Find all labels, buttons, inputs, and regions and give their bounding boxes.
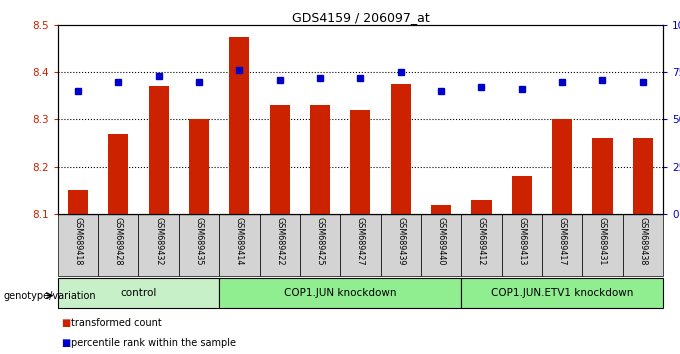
Text: genotype/variation: genotype/variation [3, 291, 96, 301]
Bar [58, 278, 219, 308]
Bar [391, 84, 411, 214]
Text: ■: ■ [61, 338, 71, 348]
Text: control: control [120, 288, 156, 298]
Text: GSM689438: GSM689438 [639, 217, 647, 266]
Text: GSM689422: GSM689422 [275, 217, 284, 266]
Bar [582, 214, 623, 276]
Bar [219, 278, 461, 308]
Text: GSM689417: GSM689417 [558, 217, 566, 266]
Text: GSM689413: GSM689413 [517, 217, 526, 266]
Bar [58, 214, 98, 276]
Bar [421, 214, 461, 276]
Bar [350, 110, 371, 214]
Text: GSM689428: GSM689428 [114, 217, 123, 266]
Bar [502, 214, 542, 276]
Text: GSM689432: GSM689432 [154, 217, 163, 266]
Bar [300, 214, 340, 276]
Bar [471, 200, 492, 214]
Bar [461, 214, 502, 276]
Bar [98, 214, 139, 276]
Bar [229, 36, 250, 214]
Bar [340, 214, 381, 276]
Text: GSM689412: GSM689412 [477, 217, 486, 266]
Bar [512, 176, 532, 214]
Bar [260, 214, 300, 276]
Bar [310, 105, 330, 214]
Bar [592, 138, 613, 214]
Text: transformed count: transformed count [71, 318, 162, 328]
Bar [542, 214, 582, 276]
Bar [623, 214, 663, 276]
Bar [139, 214, 179, 276]
Text: GSM689414: GSM689414 [235, 217, 244, 266]
Text: COP1.JUN knockdown: COP1.JUN knockdown [284, 288, 396, 298]
Bar [269, 105, 290, 214]
Bar [381, 214, 421, 276]
Bar [552, 119, 573, 214]
Text: GSM689440: GSM689440 [437, 217, 445, 266]
Text: GSM689435: GSM689435 [194, 217, 203, 266]
Text: COP1.JUN.ETV1 knockdown: COP1.JUN.ETV1 knockdown [491, 288, 633, 298]
Text: percentile rank within the sample: percentile rank within the sample [71, 338, 237, 348]
Bar [108, 134, 129, 214]
Bar [431, 205, 452, 214]
Bar [149, 86, 169, 214]
Bar [189, 119, 209, 214]
Text: GSM689439: GSM689439 [396, 217, 405, 266]
Bar [179, 214, 219, 276]
Bar [68, 190, 88, 214]
Bar [633, 138, 653, 214]
Bar [461, 278, 663, 308]
Text: ■: ■ [61, 318, 71, 328]
Bar [219, 214, 260, 276]
Title: GDS4159 / 206097_at: GDS4159 / 206097_at [292, 11, 429, 24]
Text: GSM689418: GSM689418 [73, 217, 82, 266]
Text: GSM689427: GSM689427 [356, 217, 365, 266]
Text: GSM689431: GSM689431 [598, 217, 607, 266]
Text: GSM689425: GSM689425 [316, 217, 324, 266]
